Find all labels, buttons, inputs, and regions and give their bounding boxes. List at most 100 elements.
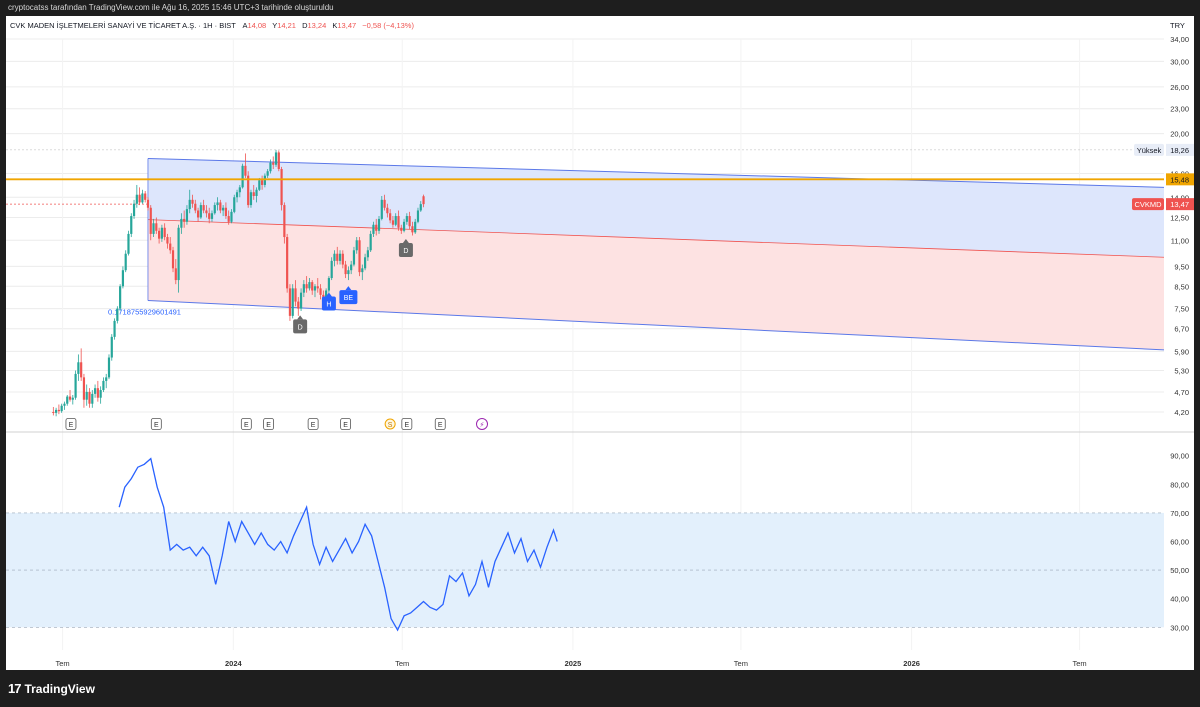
- candle-body: [202, 205, 205, 211]
- candle-body: [288, 288, 292, 316]
- channel-median-line[interactable]: [147, 219, 1165, 258]
- price-tick-label: 30,00: [1170, 57, 1189, 66]
- earnings-event-icon: [340, 418, 352, 430]
- flag-pointer-icon: [402, 239, 409, 244]
- pitchfork-channel[interactable]: 0.1718755929601491: [108, 157, 1165, 351]
- time-tick-label: 2024: [225, 659, 243, 668]
- rsi-tick-label: 40,00: [1170, 595, 1189, 604]
- candle-body: [347, 270, 350, 275]
- event-marker[interactable]: E: [240, 418, 252, 430]
- candle-body: [55, 409, 58, 413]
- candle-body: [244, 165, 247, 176]
- candle-body: [171, 250, 175, 269]
- candle-body: [386, 207, 389, 214]
- candle-body: [194, 203, 197, 211]
- price-tick-label: 20,00: [1170, 130, 1189, 139]
- event-marker[interactable]: E: [263, 418, 274, 430]
- candle-body: [258, 180, 261, 190]
- event-marker[interactable]: ⚡: [476, 418, 489, 430]
- candle-body: [402, 221, 406, 231]
- price-tick-label: 7,50: [1174, 305, 1189, 314]
- attribution-text: cryptocatss tarafından TradingView.com i…: [8, 3, 334, 12]
- rsi-tick-label: 70,00: [1170, 509, 1189, 518]
- candle-body: [99, 390, 102, 398]
- split-event-icon: [384, 418, 396, 430]
- event-marker[interactable]: S: [384, 418, 396, 430]
- candle-body: [233, 197, 236, 212]
- flag-label: D: [403, 248, 408, 255]
- high-value-label: 18,26: [1170, 146, 1189, 155]
- candle-body: [185, 209, 189, 222]
- candle-body: [380, 199, 383, 219]
- candle-body: [213, 205, 216, 214]
- candle-body: [350, 264, 353, 271]
- candle-body: [272, 162, 275, 165]
- event-marker[interactable]: E: [434, 418, 446, 430]
- candle-body: [188, 199, 191, 210]
- candle-body: [369, 233, 372, 251]
- candle-body: [325, 290, 328, 300]
- candle-body: [283, 205, 286, 238]
- event-marker[interactable]: E: [340, 418, 352, 430]
- candle-body: [144, 193, 147, 200]
- candle-body: [196, 210, 200, 218]
- candle-body: [169, 243, 172, 251]
- candle-body: [305, 284, 308, 289]
- candle-body: [291, 288, 294, 316]
- tradingview-logo[interactable]: 17 TradingView: [8, 681, 95, 696]
- candle-body: [60, 405, 63, 412]
- candle-body: [77, 362, 80, 374]
- channel-upper-line[interactable]: [147, 157, 1165, 188]
- candle-body: [180, 218, 183, 228]
- candle-body: [280, 169, 283, 206]
- candle-body: [219, 202, 222, 211]
- candle-body: [141, 193, 144, 203]
- candle-body: [113, 320, 116, 337]
- flag-marker-d[interactable]: D: [398, 239, 413, 258]
- earnings-event-icon: [150, 418, 162, 430]
- candles: [52, 149, 425, 417]
- event-marker[interactable]: E: [401, 418, 413, 430]
- symbol-tag-label: CVKMD: [1134, 200, 1162, 209]
- candle-body: [394, 216, 397, 225]
- flag-marker-be[interactable]: BE: [339, 286, 358, 305]
- price-tick-label: 4,20: [1174, 408, 1189, 417]
- close-value: 13,47: [337, 21, 356, 30]
- candle-body: [383, 199, 386, 208]
- event-label: E: [69, 422, 74, 429]
- time-tick-label: Tem: [56, 659, 70, 668]
- flag-box: [398, 243, 413, 258]
- candle-body: [96, 388, 99, 398]
- time-tick-label: Tem: [734, 659, 748, 668]
- chart-markers[interactable]: D H BE D E E E E E E S E E ⚡: [6, 178, 1164, 430]
- candle-body: [135, 194, 138, 204]
- orange-level-tag: [1166, 173, 1194, 186]
- candle-body: [116, 308, 119, 321]
- close-label: K: [332, 21, 337, 30]
- candle-body: [105, 377, 108, 381]
- candle-body: [286, 237, 289, 289]
- price-tick-label: 11,00: [1171, 236, 1189, 245]
- axes: 34,0030,0026,0023,0020,0016,0014,0012,50…: [6, 35, 1194, 668]
- candle-body: [132, 203, 136, 217]
- candle-body: [308, 282, 311, 289]
- candle-body: [110, 336, 113, 358]
- event-marker[interactable]: E: [65, 418, 77, 430]
- candle-body: [260, 180, 264, 185]
- currency-label: TRY: [1170, 21, 1185, 30]
- candle-body: [241, 165, 244, 188]
- flag-marker-d[interactable]: D: [293, 315, 308, 334]
- flag-box: [321, 296, 336, 311]
- change-value: −0,58 (−4,13%): [362, 21, 414, 30]
- low-label: D: [302, 21, 308, 30]
- price-tick-label: 5,90: [1174, 347, 1189, 356]
- channel-lower-line[interactable]: [147, 299, 1165, 351]
- high-marker-label: Yüksek: [1137, 146, 1162, 155]
- candle-body: [266, 171, 269, 176]
- candle-body: [163, 227, 166, 238]
- candle-body: [85, 391, 88, 400]
- event-marker[interactable]: E: [150, 418, 162, 430]
- event-marker[interactable]: E: [307, 418, 319, 430]
- flag-marker-h[interactable]: H: [321, 292, 336, 311]
